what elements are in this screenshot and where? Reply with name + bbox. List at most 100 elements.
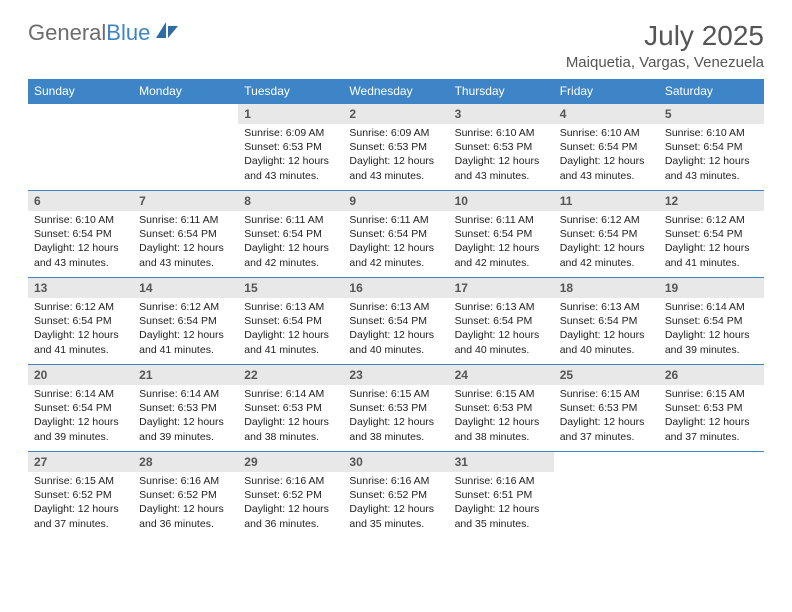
calendar-day-cell: 5Sunrise: 6:10 AMSunset: 6:54 PMDaylight… [659, 104, 764, 191]
calendar-day-cell: 24Sunrise: 6:15 AMSunset: 6:53 PMDayligh… [449, 365, 554, 452]
day-number: 4 [554, 104, 659, 124]
day-number: 19 [659, 278, 764, 298]
day-number: 2 [343, 104, 448, 124]
day-info: Sunrise: 6:10 AMSunset: 6:54 PMDaylight:… [659, 124, 764, 189]
calendar-day-cell: 29Sunrise: 6:16 AMSunset: 6:52 PMDayligh… [238, 452, 343, 539]
day-number: 20 [28, 365, 133, 385]
calendar-day-cell: 3Sunrise: 6:10 AMSunset: 6:53 PMDaylight… [449, 104, 554, 191]
calendar-day-cell: 6Sunrise: 6:10 AMSunset: 6:54 PMDaylight… [28, 191, 133, 278]
calendar-day-cell: 25Sunrise: 6:15 AMSunset: 6:53 PMDayligh… [554, 365, 659, 452]
day-info: Sunrise: 6:11 AMSunset: 6:54 PMDaylight:… [343, 211, 448, 276]
calendar-day-cell: 31Sunrise: 6:16 AMSunset: 6:51 PMDayligh… [449, 452, 554, 539]
day-number: 6 [28, 191, 133, 211]
calendar-day-cell [133, 104, 238, 191]
day-number: 18 [554, 278, 659, 298]
weekday-header: Monday [133, 79, 238, 104]
day-number: 8 [238, 191, 343, 211]
day-number: 31 [449, 452, 554, 472]
day-info: Sunrise: 6:16 AMSunset: 6:51 PMDaylight:… [449, 472, 554, 537]
day-info: Sunrise: 6:14 AMSunset: 6:53 PMDaylight:… [133, 385, 238, 450]
day-number: 1 [238, 104, 343, 124]
day-info: Sunrise: 6:15 AMSunset: 6:53 PMDaylight:… [554, 385, 659, 450]
day-info: Sunrise: 6:14 AMSunset: 6:54 PMDaylight:… [659, 298, 764, 363]
day-info: Sunrise: 6:09 AMSunset: 6:53 PMDaylight:… [343, 124, 448, 189]
calendar-day-cell: 15Sunrise: 6:13 AMSunset: 6:54 PMDayligh… [238, 278, 343, 365]
day-number: 9 [343, 191, 448, 211]
calendar-week-row: 20Sunrise: 6:14 AMSunset: 6:54 PMDayligh… [28, 365, 764, 452]
day-number: 14 [133, 278, 238, 298]
day-info: Sunrise: 6:10 AMSunset: 6:53 PMDaylight:… [449, 124, 554, 189]
day-number: 10 [449, 191, 554, 211]
day-info: Sunrise: 6:11 AMSunset: 6:54 PMDaylight:… [238, 211, 343, 276]
day-number: 30 [343, 452, 448, 472]
day-info: Sunrise: 6:14 AMSunset: 6:53 PMDaylight:… [238, 385, 343, 450]
calendar-day-cell: 8Sunrise: 6:11 AMSunset: 6:54 PMDaylight… [238, 191, 343, 278]
day-info: Sunrise: 6:12 AMSunset: 6:54 PMDaylight:… [133, 298, 238, 363]
day-info: Sunrise: 6:12 AMSunset: 6:54 PMDaylight:… [28, 298, 133, 363]
weekday-header: Thursday [449, 79, 554, 104]
calendar-day-cell: 23Sunrise: 6:15 AMSunset: 6:53 PMDayligh… [343, 365, 448, 452]
day-info: Sunrise: 6:16 AMSunset: 6:52 PMDaylight:… [238, 472, 343, 537]
calendar-week-row: 13Sunrise: 6:12 AMSunset: 6:54 PMDayligh… [28, 278, 764, 365]
day-number: 16 [343, 278, 448, 298]
calendar-day-cell: 1Sunrise: 6:09 AMSunset: 6:53 PMDaylight… [238, 104, 343, 191]
day-info: Sunrise: 6:13 AMSunset: 6:54 PMDaylight:… [238, 298, 343, 363]
calendar-day-cell: 20Sunrise: 6:14 AMSunset: 6:54 PMDayligh… [28, 365, 133, 452]
weekday-header: Wednesday [343, 79, 448, 104]
weekday-header: Sunday [28, 79, 133, 104]
day-info: Sunrise: 6:09 AMSunset: 6:53 PMDaylight:… [238, 124, 343, 189]
calendar-day-cell: 7Sunrise: 6:11 AMSunset: 6:54 PMDaylight… [133, 191, 238, 278]
day-info: Sunrise: 6:15 AMSunset: 6:53 PMDaylight:… [659, 385, 764, 450]
day-info: Sunrise: 6:15 AMSunset: 6:53 PMDaylight:… [343, 385, 448, 450]
calendar-day-cell [659, 452, 764, 539]
day-number: 17 [449, 278, 554, 298]
logo-sail-icon [154, 20, 180, 46]
calendar-day-cell [28, 104, 133, 191]
calendar-day-cell: 19Sunrise: 6:14 AMSunset: 6:54 PMDayligh… [659, 278, 764, 365]
calendar-day-cell: 10Sunrise: 6:11 AMSunset: 6:54 PMDayligh… [449, 191, 554, 278]
calendar-day-cell: 16Sunrise: 6:13 AMSunset: 6:54 PMDayligh… [343, 278, 448, 365]
day-number: 7 [133, 191, 238, 211]
day-info: Sunrise: 6:10 AMSunset: 6:54 PMDaylight:… [28, 211, 133, 276]
calendar-body: 1Sunrise: 6:09 AMSunset: 6:53 PMDaylight… [28, 104, 764, 539]
title-block: July 2025 Maiquetia, Vargas, Venezuela [566, 20, 764, 71]
calendar-day-cell: 2Sunrise: 6:09 AMSunset: 6:53 PMDaylight… [343, 104, 448, 191]
calendar-day-cell: 13Sunrise: 6:12 AMSunset: 6:54 PMDayligh… [28, 278, 133, 365]
calendar-day-cell: 12Sunrise: 6:12 AMSunset: 6:54 PMDayligh… [659, 191, 764, 278]
header: GeneralBlue July 2025 Maiquetia, Vargas,… [28, 20, 764, 71]
logo-text-2: Blue [106, 20, 150, 46]
weekday-header-row: SundayMondayTuesdayWednesdayThursdayFrid… [28, 79, 764, 104]
location-text: Maiquetia, Vargas, Venezuela [566, 54, 764, 71]
day-number: 23 [343, 365, 448, 385]
logo: GeneralBlue [28, 20, 180, 46]
day-info: Sunrise: 6:13 AMSunset: 6:54 PMDaylight:… [449, 298, 554, 363]
day-info: Sunrise: 6:10 AMSunset: 6:54 PMDaylight:… [554, 124, 659, 189]
calendar-day-cell: 30Sunrise: 6:16 AMSunset: 6:52 PMDayligh… [343, 452, 448, 539]
calendar-week-row: 27Sunrise: 6:15 AMSunset: 6:52 PMDayligh… [28, 452, 764, 539]
day-number: 21 [133, 365, 238, 385]
month-title: July 2025 [566, 20, 764, 52]
day-number: 22 [238, 365, 343, 385]
day-info: Sunrise: 6:14 AMSunset: 6:54 PMDaylight:… [28, 385, 133, 450]
calendar-day-cell [554, 452, 659, 539]
day-info: Sunrise: 6:13 AMSunset: 6:54 PMDaylight:… [343, 298, 448, 363]
logo-text-1: General [28, 20, 106, 46]
day-number: 25 [554, 365, 659, 385]
day-number: 29 [238, 452, 343, 472]
day-number: 3 [449, 104, 554, 124]
day-info: Sunrise: 6:13 AMSunset: 6:54 PMDaylight:… [554, 298, 659, 363]
calendar-day-cell: 14Sunrise: 6:12 AMSunset: 6:54 PMDayligh… [133, 278, 238, 365]
calendar-week-row: 1Sunrise: 6:09 AMSunset: 6:53 PMDaylight… [28, 104, 764, 191]
calendar-week-row: 6Sunrise: 6:10 AMSunset: 6:54 PMDaylight… [28, 191, 764, 278]
day-number: 15 [238, 278, 343, 298]
day-info: Sunrise: 6:12 AMSunset: 6:54 PMDaylight:… [659, 211, 764, 276]
day-info: Sunrise: 6:16 AMSunset: 6:52 PMDaylight:… [133, 472, 238, 537]
day-info: Sunrise: 6:11 AMSunset: 6:54 PMDaylight:… [449, 211, 554, 276]
day-number: 12 [659, 191, 764, 211]
day-info: Sunrise: 6:11 AMSunset: 6:54 PMDaylight:… [133, 211, 238, 276]
calendar-table: SundayMondayTuesdayWednesdayThursdayFrid… [28, 79, 764, 538]
day-info: Sunrise: 6:15 AMSunset: 6:53 PMDaylight:… [449, 385, 554, 450]
calendar-day-cell: 9Sunrise: 6:11 AMSunset: 6:54 PMDaylight… [343, 191, 448, 278]
calendar-day-cell: 28Sunrise: 6:16 AMSunset: 6:52 PMDayligh… [133, 452, 238, 539]
weekday-header: Tuesday [238, 79, 343, 104]
